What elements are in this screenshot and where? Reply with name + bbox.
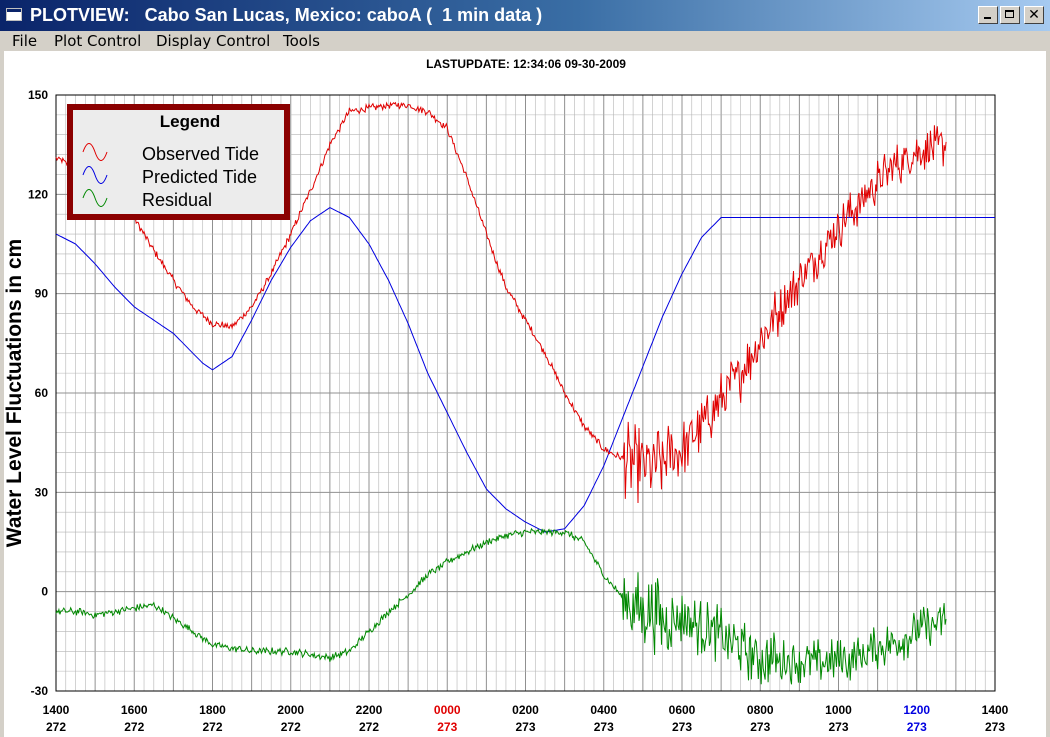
legend-residual-swatch xyxy=(82,189,108,207)
x-tick-time-label: 0800 xyxy=(747,703,774,717)
x-tick-time-label: 1400 xyxy=(43,703,70,717)
menu-tools[interactable]: Tools xyxy=(283,32,320,50)
x-tick-day-label: 272 xyxy=(281,720,301,734)
legend-box xyxy=(73,110,284,214)
x-tick-day-label: 273 xyxy=(985,720,1005,734)
x-tick-time-label: 0400 xyxy=(590,703,617,717)
x-tick-day-label: 273 xyxy=(515,720,535,734)
minimize-icon xyxy=(984,17,991,19)
window-app-icon[interactable] xyxy=(6,8,22,21)
y-tick-label: 30 xyxy=(35,485,49,499)
x-tick-time-label: 0600 xyxy=(669,703,696,717)
x-tick-day-label: 273 xyxy=(907,720,927,734)
maximize-icon xyxy=(1005,10,1014,18)
x-tick-day-label: 272 xyxy=(202,720,222,734)
x-tick-day-label: 273 xyxy=(828,720,848,734)
legend-title: Legend xyxy=(160,112,220,131)
series-line-residual xyxy=(55,527,947,685)
x-tick-time-label: 1200 xyxy=(903,703,930,717)
close-icon: ✕ xyxy=(1028,7,1040,23)
y-axis-label: Water Level Fluctuations in cm xyxy=(3,239,26,547)
x-tick-time-label: 0000 xyxy=(434,703,461,717)
menu-plot-control[interactable]: Plot Control xyxy=(54,32,142,50)
menu-file[interactable]: File xyxy=(12,32,38,50)
x-tick-time-label: 2000 xyxy=(277,703,304,717)
y-tick-label: 150 xyxy=(28,88,48,102)
chart-series xyxy=(55,101,995,685)
window-title: PLOTVIEW: Cabo San Lucas, Mexico: caboA … xyxy=(30,5,543,25)
x-tick-day-label: 273 xyxy=(750,720,770,734)
x-tick-day-label: 272 xyxy=(124,720,144,734)
legend-predicted-label: Predicted Tide xyxy=(142,167,257,187)
x-tick-time-label: 1600 xyxy=(121,703,148,717)
x-tick-time-label: 1000 xyxy=(825,703,852,717)
legend-observed-label: Observed Tide xyxy=(142,144,259,164)
x-tick-time-label: 0200 xyxy=(512,703,539,717)
legend: Legend Observed Tide Predicted Tide Resi… xyxy=(67,104,290,220)
series-line-observed-tide xyxy=(55,101,947,504)
x-axis-ticks: 1400 272 1600 272 1800 272 2000 272 2200 272 0000 2… xyxy=(43,703,1009,734)
x-tick-day-label: 272 xyxy=(359,720,379,734)
menu-bar: File Plot Control Display Control Tools xyxy=(0,31,1050,51)
y-tick-label: 0 xyxy=(41,585,48,599)
x-tick-time-label: 2200 xyxy=(356,703,383,717)
x-tick-day-label: 272 xyxy=(46,720,66,734)
y-axis-ticks: -30 0 30 60 90 120 150 xyxy=(28,88,48,698)
x-tick-day-label: 273 xyxy=(437,720,457,734)
legend-predicted-swatch xyxy=(82,166,108,184)
y-tick-label: -30 xyxy=(31,684,49,698)
x-tick-day-label: 273 xyxy=(672,720,692,734)
y-tick-label: 60 xyxy=(35,386,49,400)
window-controls: ✕ xyxy=(978,6,1044,24)
x-tick-time-label: 1800 xyxy=(199,703,226,717)
maximize-button[interactable] xyxy=(1000,6,1020,24)
y-tick-label: 120 xyxy=(28,187,48,201)
menu-display-control[interactable]: Display Control xyxy=(156,32,271,50)
x-tick-time-label: 1400 xyxy=(982,703,1009,717)
legend-observed-swatch xyxy=(82,143,108,161)
close-button[interactable]: ✕ xyxy=(1024,6,1044,24)
plot-border xyxy=(55,94,996,692)
window-frame-right xyxy=(1046,31,1050,737)
x-tick-day-label: 273 xyxy=(594,720,614,734)
y-tick-label: 90 xyxy=(35,287,49,301)
window-frame-left xyxy=(0,31,4,737)
minimize-button[interactable] xyxy=(978,6,998,24)
legend-residual-label: Residual xyxy=(142,190,212,210)
title-bar: PLOTVIEW: Cabo San Lucas, Mexico: caboA … xyxy=(0,0,1050,31)
lastupdate-label: LASTUPDATE: 12:34:06 09-30-2009 xyxy=(426,57,626,71)
